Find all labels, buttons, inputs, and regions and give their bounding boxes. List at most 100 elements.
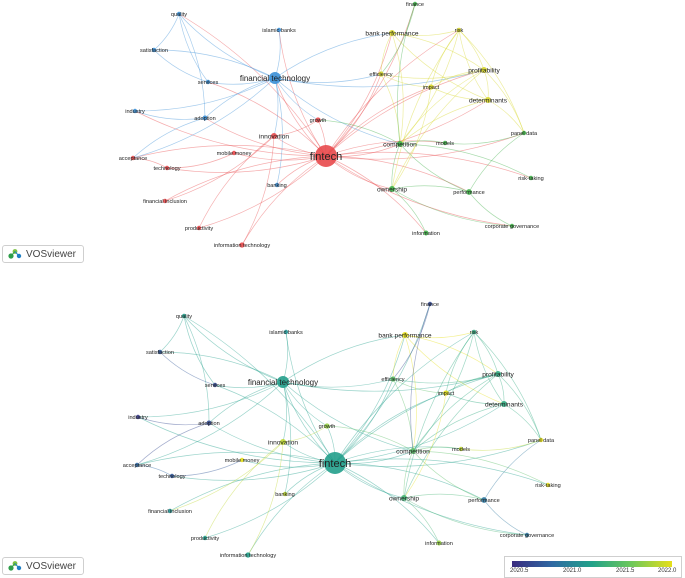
node-label-impact: impact (423, 85, 440, 91)
node-information[interactable] (436, 540, 442, 546)
node-quality[interactable] (181, 313, 187, 319)
node-financial_inclusion[interactable] (162, 198, 168, 204)
node-label-corporate_governance: corporate governance (500, 533, 554, 539)
node-models[interactable] (442, 140, 448, 146)
node-information_technology[interactable] (239, 242, 245, 248)
node-mobile_money[interactable] (231, 150, 237, 156)
vosviewer-badge-overlay: VOSviewer (2, 557, 85, 575)
node-information_technology[interactable] (245, 552, 251, 558)
node-corporate_governance[interactable] (524, 532, 530, 538)
node-risk_taking[interactable] (528, 175, 534, 181)
node-risk_taking[interactable] (545, 482, 551, 488)
node-label-efficiency: efficiency (381, 377, 404, 383)
node-risk[interactable] (456, 27, 462, 33)
network-link (204, 77, 276, 119)
node-mobile_money[interactable] (239, 457, 245, 463)
node-industry[interactable] (135, 414, 141, 420)
network-link (134, 110, 327, 157)
node-banking[interactable] (282, 491, 288, 497)
node-satisfaction[interactable] (157, 349, 163, 355)
network-link (334, 462, 440, 544)
node-technology[interactable] (169, 473, 175, 479)
node-layer: finance quality islamic banks risk bank perf… (119, 1, 544, 249)
network-link (169, 441, 284, 512)
node-quality[interactable] (176, 11, 182, 17)
node-competition[interactable] (397, 141, 403, 147)
node-panel_data[interactable] (521, 130, 527, 136)
node-label-innovation: innovation (268, 439, 298, 446)
node-industry[interactable] (132, 108, 138, 114)
network-link (403, 497, 528, 536)
node-technology[interactable] (164, 165, 170, 171)
network-link (334, 446, 462, 464)
network-link (334, 462, 528, 536)
network-link (136, 422, 210, 466)
node-fintech[interactable] (324, 452, 346, 474)
node-determinants[interactable] (501, 401, 507, 407)
node-bank_performance[interactable] (402, 332, 408, 338)
node-services[interactable] (205, 79, 211, 85)
node-services[interactable] (212, 382, 218, 388)
node-islamic_banks[interactable] (283, 329, 289, 335)
node-innovation[interactable] (271, 133, 277, 139)
network-link (412, 446, 462, 452)
edge-layer (132, 3, 532, 246)
legend-tick: 2021.5 (616, 568, 635, 574)
node-satisfaction[interactable] (151, 47, 157, 53)
network-link (404, 334, 505, 405)
node-performance[interactable] (466, 189, 472, 195)
network-link (391, 29, 460, 36)
node-label-panel_data: panel data (511, 131, 538, 137)
node-determinants[interactable] (485, 97, 491, 103)
node-productivity[interactable] (196, 225, 202, 231)
network-link (247, 441, 284, 556)
node-bank_performance[interactable] (389, 30, 395, 36)
node-corporate_governance[interactable] (509, 223, 515, 229)
network-link (204, 117, 327, 157)
node-finance[interactable] (427, 301, 433, 307)
node-financial_technology[interactable] (277, 376, 289, 388)
node-adoption[interactable] (202, 115, 208, 121)
network-link (317, 119, 401, 145)
node-banking[interactable] (274, 182, 280, 188)
node-impact[interactable] (428, 84, 434, 90)
node-efficiency[interactable] (378, 71, 384, 77)
node-ownership[interactable] (389, 186, 395, 192)
node-finance[interactable] (412, 1, 418, 7)
node-ownership[interactable] (401, 495, 407, 501)
node-adoption[interactable] (206, 420, 212, 426)
node-performance[interactable] (481, 497, 487, 503)
network-link (334, 458, 549, 486)
network-link (134, 110, 206, 120)
network-link (183, 315, 216, 386)
node-risk[interactable] (471, 329, 477, 335)
node-efficiency[interactable] (390, 376, 396, 382)
network-link (274, 77, 283, 186)
vosviewer-label: VOSviewer (26, 248, 77, 260)
network-link (334, 378, 394, 464)
network-link (274, 73, 382, 83)
network-link (325, 132, 525, 160)
node-acceptance[interactable] (130, 155, 136, 161)
node-panel_data[interactable] (538, 437, 544, 443)
node-label-financial_inclusion: financial inclusion (143, 199, 187, 205)
node-islamic_banks[interactable] (276, 27, 282, 33)
node-innovation[interactable] (280, 439, 286, 445)
node-impact[interactable] (443, 390, 449, 396)
node-profitability[interactable] (495, 371, 501, 377)
network-link (412, 450, 549, 486)
node-growth[interactable] (315, 117, 321, 123)
node-information[interactable] (423, 230, 429, 236)
node-financial_inclusion[interactable] (167, 508, 173, 514)
node-competition[interactable] (410, 448, 416, 454)
node-acceptance[interactable] (134, 462, 140, 468)
network-link (282, 425, 328, 443)
node-productivity[interactable] (202, 535, 208, 541)
node-models[interactable] (458, 446, 464, 452)
network-link (325, 86, 432, 157)
node-profitability[interactable] (481, 67, 487, 73)
network-link (282, 381, 414, 452)
node-financial_technology[interactable] (269, 72, 281, 84)
node-fintech[interactable] (315, 145, 337, 167)
node-growth[interactable] (324, 423, 330, 429)
